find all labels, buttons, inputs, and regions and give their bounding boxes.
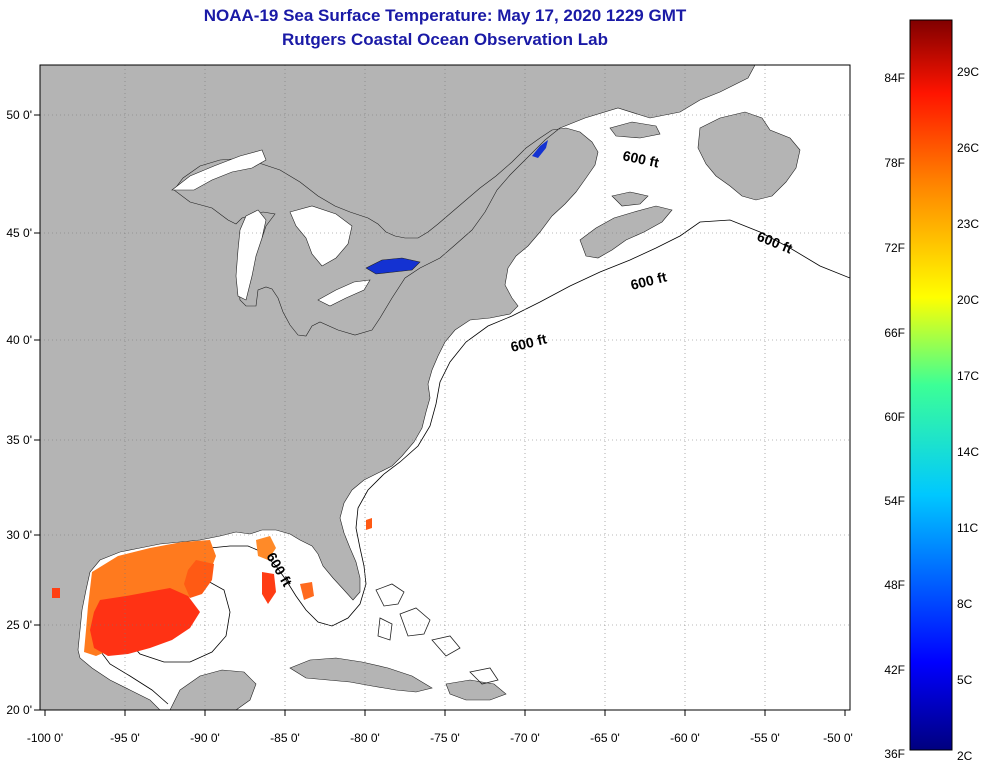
axis-ticks [34,114,846,716]
colorbar-c-label: 5C [957,673,973,687]
lat-label: 25 0' [6,618,32,632]
lat-label: 20 0' [6,703,32,717]
colorbar-c-label: 17C [957,369,979,383]
lon-label: -55 0' [750,731,780,745]
colorbar-f-label: 84F [884,71,905,85]
st-lawrence-cold [532,140,548,158]
colorbar-f-label: 66F [884,326,905,340]
lake-ontario [365,257,421,275]
pei-land [611,191,649,207]
lake-michigan [235,209,267,301]
lon-label: -90 0' [190,731,220,745]
colorbar-c-label: 8C [957,597,973,611]
lon-label: -70 0' [510,731,540,745]
colorbar-celsius-labels: 29C 26C 23C 20C 17C 14C 11C 8C 5C 2C [957,65,979,763]
lake-erie [317,279,371,307]
lon-label: -65 0' [590,731,620,745]
lake-huron [289,205,353,267]
colorbar-f-label: 48F [884,578,905,592]
lat-label: 45 0' [6,226,32,240]
lat-label: 35 0' [6,433,32,447]
lon-label: -85 0' [270,731,300,745]
bahamas-outline [375,583,499,685]
colorbar-c-label: 20C [957,293,979,307]
lon-label: -75 0' [430,731,460,745]
colorbar-c-label: 23C [957,217,979,231]
nova-scotia-land [579,205,673,259]
cuba-land [289,657,433,693]
lake-superior [171,149,267,191]
lat-label: 40 0' [6,333,32,347]
lon-label: -80 0' [350,731,380,745]
lat-label: 30 0' [6,528,32,542]
lon-label: -95 0' [110,731,140,745]
colorbar-c-label: 11C [957,521,978,535]
colorbar-c-label: 26C [957,141,979,155]
map-subtitle: Rutgers Coastal Ocean Observation Lab [282,30,608,49]
colorbar-c-label: 2C [957,749,973,763]
newfoundland-land [697,111,801,201]
colorbar-f-label: 54F [884,494,905,508]
colorbar-fahrenheit-labels: 84F 78F 72F 66F 60F 54F 48F 42F 36F [884,71,905,761]
anticosti-land [609,121,661,139]
lon-label: -100 0' [27,731,63,745]
gulf-sst-data [52,518,372,656]
yucatan-land [169,669,257,710]
north-america-land [40,65,756,710]
colorbar-f-label: 36F [884,747,905,761]
latitude-labels: 50 0' 45 0' 40 0' 35 0' 30 0' 25 0' 20 0… [6,108,32,717]
depth-label-1: 600 ft [621,147,660,170]
lon-label: -50 0' [823,731,853,745]
colorbar [909,19,953,751]
colorbar-f-label: 78F [884,156,905,170]
colorbar-f-label: 72F [884,241,905,255]
lat-label: 50 0' [6,108,32,122]
longitude-labels: -100 0' -95 0' -90 0' -85 0' -80 0' -75 … [27,731,853,745]
colorbar-f-label: 60F [884,410,905,424]
map-title: NOAA-19 Sea Surface Temperature: May 17,… [203,6,687,25]
graticule [40,65,850,710]
lon-label: -60 0' [670,731,700,745]
colorbar-c-label: 29C [957,65,979,79]
colorbar-f-label: 42F [884,663,905,677]
hispaniola-land [445,679,507,701]
colorbar-c-label: 14C [957,445,979,459]
